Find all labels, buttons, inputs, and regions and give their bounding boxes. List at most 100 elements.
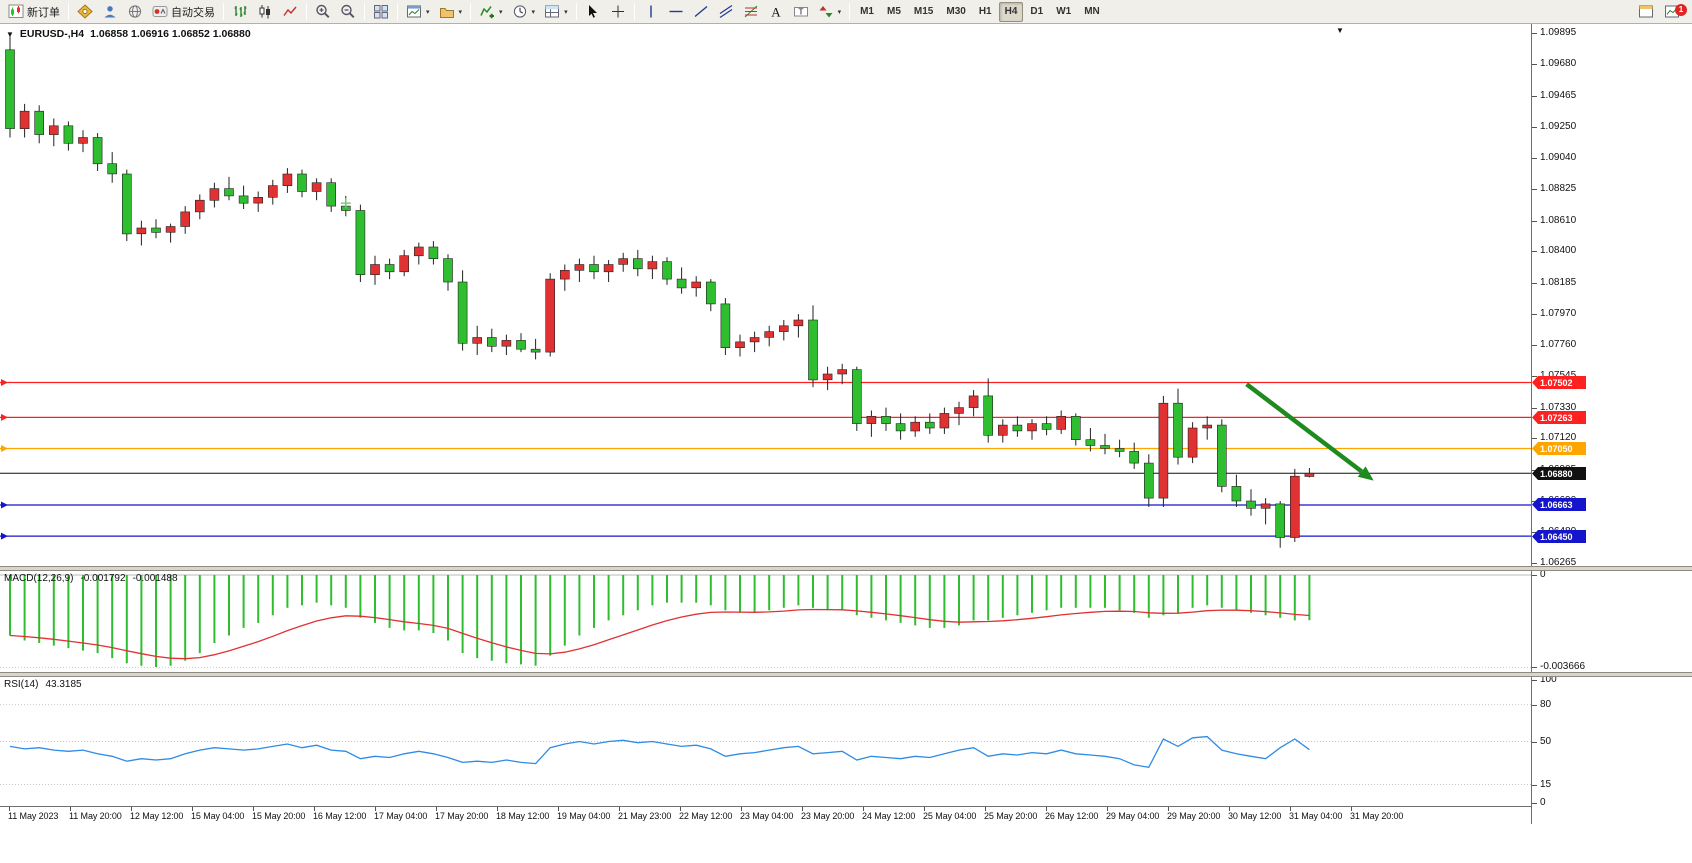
time-tick [619,807,620,811]
price-tick-label: 1.09895 [1540,27,1577,38]
scale-tick [1532,283,1537,284]
time-tick [9,807,10,811]
price-tick-label: 1.08610 [1540,215,1577,226]
timeframe-d1-button[interactable]: D1 [1030,6,1044,17]
zoom-in-button[interactable] [311,2,335,22]
autotrade-button[interactable]: 自动交易 [148,2,219,22]
line-chart-mode-button[interactable] [278,2,302,22]
scale-tick [1532,345,1537,346]
tile-icon [373,4,389,19]
chart-shift-end-marker[interactable]: ▼ [1336,26,1344,35]
macd-indicator-pane[interactable] [0,571,1531,672]
time-tick-label: 29 May 04:00 [1106,811,1160,821]
scale-tick [1532,314,1537,315]
chevron-down-icon[interactable]: ▾ [564,8,568,16]
timeframe-m15-button[interactable]: M15 [913,6,934,17]
timeframe-m5-button[interactable]: M5 [887,6,901,17]
hline-icon [668,4,684,19]
toolbar-separator [223,3,224,20]
market-button[interactable] [98,2,122,22]
chevron-down-icon[interactable]: ▾ [458,8,463,16]
indicators-icon [479,4,495,19]
vertical-line-button[interactable] [639,2,663,22]
hline-price-label: 1.07502 [1532,376,1586,389]
scale-tick [1532,189,1537,190]
pane-splitter[interactable] [0,672,1692,677]
template-icon [544,4,560,19]
trendline-button[interactable] [689,2,713,22]
pane-splitter[interactable] [0,566,1692,571]
price-tick-label: 1.08185 [1540,277,1577,288]
tile-windows-button[interactable] [369,2,393,22]
scale-tick [1532,742,1537,743]
arrows-button[interactable]: ▾ [814,2,846,22]
profiles-button[interactable]: ▾ [435,2,467,22]
rsi-tick-label: 15 [1540,779,1552,790]
text-button[interactable]: A [764,2,788,22]
fibonacci-button[interactable] [739,2,763,22]
price-tick-label: 1.07545 [1540,370,1577,381]
templates-button[interactable]: ▾ [540,2,572,22]
toolbar-right-group: 1 [1634,2,1688,22]
alerts-button[interactable]: 1 [1660,2,1687,22]
horizontal-line-button[interactable] [664,2,688,22]
timeframe-h4-button[interactable]: H4 [998,1,1024,22]
time-tick [1290,807,1291,811]
chevron-down-icon[interactable]: ▾ [531,8,536,16]
chart-window[interactable]: ▼ EURUSD-,H4 1.06858 1.06916 1.06852 1.0… [0,24,1692,863]
community-button[interactable] [123,2,147,22]
timeframe-m30-button[interactable]: M30 [946,6,966,17]
candlestick-mode-button[interactable] [253,2,277,22]
timeframe-w1-button[interactable]: W1 [1056,6,1072,17]
chart-title: ▼ EURUSD-,H4 1.06858 1.06916 1.06852 1.0… [6,28,251,40]
new-chart-icon [406,4,422,19]
svg-text:T: T [798,7,803,17]
label-button[interactable]: T [789,2,813,22]
candlestick-chart[interactable] [0,24,1531,566]
timeframe-h1-button[interactable]: H1 [978,6,992,17]
autotrade-button-label: 自动交易 [171,6,215,19]
scale-tick [1532,532,1537,533]
time-tick [802,807,803,811]
time-tick [192,807,193,811]
cursor-button[interactable] [581,2,605,22]
metaeditor-button[interactable] [73,2,97,22]
data-window-button[interactable] [1634,2,1658,22]
time-tick [741,807,742,811]
new-order-button[interactable]: 新订单 [4,2,64,22]
chevron-down-icon[interactable]: ▾ [837,8,842,16]
zoom-out-button[interactable] [336,2,360,22]
channel-button[interactable] [714,2,738,22]
rsi-name: RSI(14) [4,679,39,690]
time-tick-label: 19 May 04:00 [557,811,611,821]
macd-tick-label: -0.003666 [1540,661,1586,672]
price-scale[interactable]: 1.09895 1.09680 1.09465 1.09250 1.09040 1.088… [1531,24,1692,824]
time-tick-label: 17 May 04:00 [374,811,428,821]
time-tick-label: 17 May 20:00 [435,811,489,821]
periods-button[interactable]: ▾ [508,2,540,22]
time-tick [1046,807,1047,811]
globe-icon [127,4,143,19]
time-tick-label: 30 May 12:00 [1228,811,1282,821]
rsi-indicator-pane[interactable] [0,677,1531,806]
one-click-trading-toggle[interactable]: ▼ [6,29,14,39]
time-axis[interactable]: 11 May 2023 11 May 20:00 12 May 12:00 15 Ma… [0,806,1692,824]
zoom-out-icon [340,4,356,19]
ohlc-bars-button[interactable] [228,2,252,22]
trendline-icon [693,4,709,19]
chevron-down-icon[interactable]: ▾ [499,8,503,16]
scale-tick [1532,221,1537,222]
scale-tick [1532,33,1537,34]
label-icon: T [793,4,809,19]
timeframe-mn-button[interactable]: MN [1084,6,1100,17]
crosshair-button[interactable] [606,2,630,22]
time-tick [924,807,925,811]
scale-tick [1532,667,1537,668]
timeframe-m1-button[interactable]: M1 [860,6,874,17]
candles-icon [257,4,273,19]
autotrade-icon [152,4,168,19]
chevron-down-icon[interactable]: ▾ [426,8,430,16]
new-chart-button[interactable]: ▾ [402,2,434,22]
vline-icon [643,4,659,19]
indicators-button[interactable]: ▾ [475,2,507,22]
